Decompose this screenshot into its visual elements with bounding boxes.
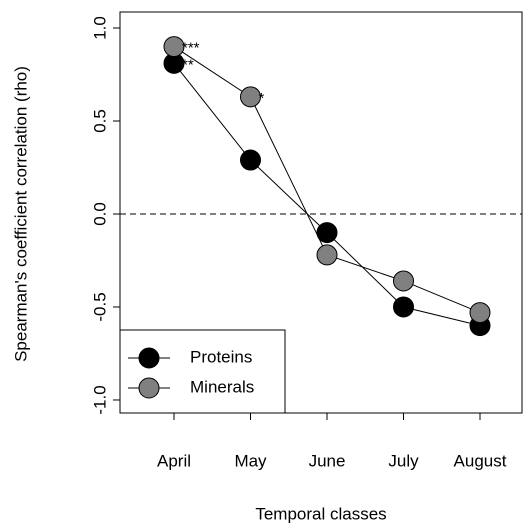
data-point [316,244,338,266]
y-axis-label: Spearman's coefficient correlation (rho) [11,66,30,362]
y-tick-label: 1.0 [90,16,109,40]
x-tick-label: April [157,451,191,470]
y-tick-label: -0.5 [90,292,109,321]
data-point [316,222,338,244]
significance-label: *** [182,40,200,57]
x-tick-label: June [309,451,346,470]
x-tick-label: May [234,451,267,470]
legend-box [119,329,286,414]
data-point [393,296,414,318]
legend-label: Minerals [190,377,254,396]
series-line [173,46,481,314]
data-point [469,302,491,324]
y-tick-label: 0.0 [90,202,109,226]
x-tick-label: August [454,451,507,470]
data-point [240,149,261,171]
y-tick-label: 0.5 [90,109,109,133]
legend-label: Proteins [190,347,252,366]
data-point [240,86,261,108]
x-tick-label: July [388,451,419,470]
series-line [173,63,481,327]
y-tick-label: -1.0 [90,385,109,414]
legend-marker [138,347,160,369]
significance-label: * [259,90,265,107]
x-axis-label: Temporal classes [255,504,386,523]
significance-label: ** [182,56,194,73]
data-point [393,270,414,292]
legend-marker [138,377,160,399]
plot-frame [119,11,523,414]
data-point [163,36,185,58]
